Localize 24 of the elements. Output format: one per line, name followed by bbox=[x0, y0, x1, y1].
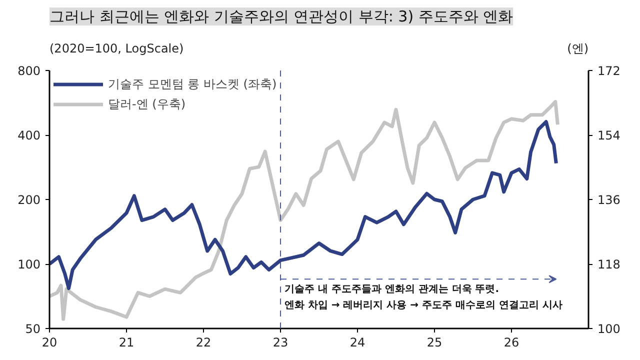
y-axis-title: (2020=100, LogScale) bbox=[50, 42, 184, 56]
y2-tick-label: 136 bbox=[598, 193, 620, 207]
y2-tick-label: 154 bbox=[598, 128, 620, 142]
x-tick-label: 23 bbox=[272, 336, 288, 350]
y2-axis-title: (엔) bbox=[567, 42, 589, 56]
y2-tick-label: 172 bbox=[598, 64, 620, 78]
x-tick-label: 25 bbox=[426, 336, 442, 350]
y-tick-label: 800 bbox=[18, 64, 40, 78]
y2-tick-label: 118 bbox=[598, 258, 620, 272]
x-tick-label: 24 bbox=[350, 336, 366, 350]
legend-label: 기술주 모멘텀 롱 바스켓 (좌축) bbox=[108, 76, 277, 92]
x-tick-label: 22 bbox=[196, 336, 212, 350]
legend-label: 달러-엔 (우축) bbox=[108, 96, 186, 112]
chart-title: 그러나 최근에는 엔화와 기술주와의 연관성이 부각: 3) 주도주와 엔화 bbox=[50, 8, 514, 26]
y-tick-label: 100 bbox=[18, 258, 40, 272]
y-tick-label: 400 bbox=[18, 128, 40, 142]
annotation: 기술주 내 주도주들과 엔화의 관계는 더욱 뚜렷. bbox=[284, 284, 500, 296]
y2-tick-label: 100 bbox=[598, 322, 620, 336]
x-tick-label: 21 bbox=[118, 336, 134, 350]
x-tick-label: 20 bbox=[42, 336, 58, 350]
y-tick-label: 200 bbox=[18, 193, 40, 207]
x-tick-label: 26 bbox=[504, 336, 520, 350]
y-tick-label: 50 bbox=[25, 322, 41, 336]
annotation: 엔화 차입 → 레버리지 사용 → 주도주 매수로의 연결고리 시사 bbox=[284, 300, 562, 312]
